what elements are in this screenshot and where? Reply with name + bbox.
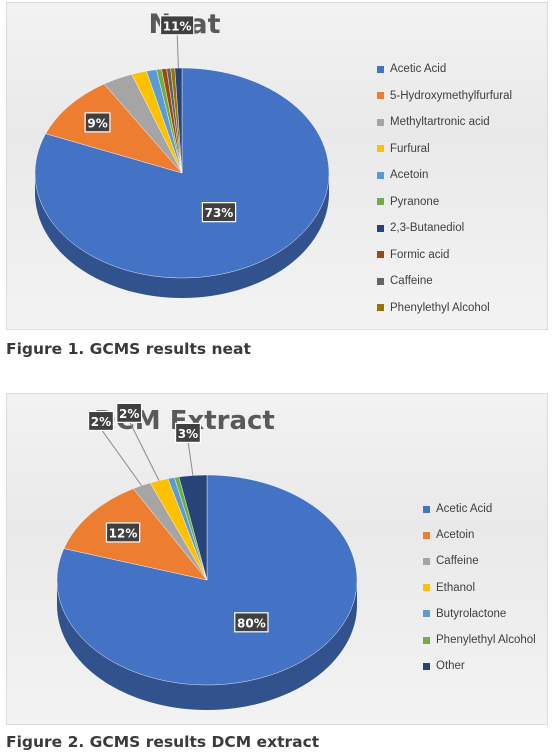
data-label-text: 73% [205, 206, 234, 220]
legend-swatch [377, 92, 384, 100]
leader-line-other [187, 440, 194, 476]
legend-swatch [423, 636, 430, 644]
legend-swatch [377, 171, 384, 179]
legend-swatch [377, 118, 384, 126]
legend-swatch [377, 277, 384, 285]
legend-item-5-hydroxymethylfurfural: 5-Hydroxymethylfurfural [377, 83, 512, 110]
data-label-5-hydroxymethylfurfural: 9% [84, 112, 111, 133]
legend-label: Butyrolactone [436, 607, 507, 620]
legend-label: Acetoin [436, 529, 475, 542]
legend-item-methyltartronic-acid: Methyltartronic acid [377, 109, 512, 136]
pie-side-acetic-acid [57, 580, 357, 710]
legend-swatch [377, 198, 384, 206]
data-label-acetic-acid: 73% [201, 202, 237, 223]
data-label-2-3-butanediol: 11% [159, 15, 195, 36]
data-label-acetoin: 12% [105, 522, 141, 543]
legend-item-butyrolactone: Butyrolactone [423, 601, 536, 627]
legend-item-2-3-butanediol: 2,3-Butanediol [377, 215, 512, 242]
data-label-text: 11% [163, 19, 192, 33]
pie-chart-dcm-extract: 80% 12% 2% 2% 3% [56, 402, 358, 710]
data-labels: 80% 12% 2% 2% 3% [87, 402, 269, 633]
legend-label: Ethanol [436, 581, 476, 594]
pie-side-acetic-acid [35, 173, 329, 298]
legend-item-acetic-acid: Acetic Acid [423, 496, 536, 522]
pie-slice-5-hydroxymethylfurfural [45, 83, 183, 174]
legend-swatch [377, 145, 384, 153]
legend-label: Pyranone [390, 195, 440, 208]
legend-label: Phenylethyl Alcohol [390, 301, 490, 314]
legend-label: Furfural [390, 142, 430, 155]
chart-legend: Acetic Acid 5-Hydroxymethylfurfural Methyl… [377, 56, 512, 321]
legend-item-pyranone: Pyranone [377, 189, 512, 216]
legend-label: Caffeine [390, 275, 433, 288]
legend-label: Phenylethyl Alcohol [436, 634, 536, 647]
leader-line-2-3-butanediol [176, 33, 179, 69]
data-label-ethanol: 2% [116, 402, 143, 423]
legend-item-caffeine: Caffeine [377, 268, 512, 295]
data-label-caffeine: 2% [87, 410, 114, 432]
data-label-text: 80% [237, 616, 266, 630]
data-label-other: 3% [174, 422, 201, 443]
legend-item-furfural: Furfural [377, 136, 512, 163]
legend-label: Caffeine [436, 555, 479, 568]
data-label-text: 2% [119, 407, 139, 421]
data-label-text: 3% [178, 427, 198, 441]
leader-line-caffeine [100, 428, 142, 486]
data-label-text: 2% [91, 415, 111, 429]
chart-panel-dcm-extract: DCM Extract 80% 12% 2% 2% 3% Acetic Acid Acet… [6, 393, 548, 725]
legend-label: Acetic Acid [390, 63, 447, 76]
data-label-acetic-acid: 80% [234, 612, 269, 633]
legend-label: 2,3-Butanediol [390, 222, 465, 235]
legend-label: Acetic Acid [436, 503, 493, 516]
legend-item-acetoin: Acetoin [377, 162, 512, 189]
legend-swatch [423, 557, 430, 565]
data-label-text: 12% [109, 526, 138, 540]
chart-legend: Acetic Acid Acetoin Caffeine Ethanol Butyrol… [423, 496, 536, 679]
legend-label: Acetoin [390, 169, 429, 182]
legend-item-formic-acid: Formic acid [377, 242, 512, 269]
legend-item-ethanol: Ethanol [423, 575, 536, 601]
legend-swatch [423, 505, 430, 513]
leader-line-ethanol [128, 420, 160, 481]
chart-panel-neat: Neat 73%9%11% Acetic Acid5-Hydroxymethyl… [6, 2, 548, 330]
legend-swatch [423, 531, 430, 539]
legend-swatch [377, 251, 384, 259]
pie-slices [34, 67, 330, 279]
legend-label: Other [436, 660, 465, 673]
legend-swatch [423, 662, 430, 670]
legend-swatch [423, 584, 430, 592]
data-label-text: 9% [87, 116, 107, 130]
figure-caption: Figure 1. GCMS results neat [6, 340, 251, 358]
legend-swatch [377, 65, 384, 73]
legend-swatch [377, 304, 384, 312]
pie-slice-2-3-butanediol [174, 67, 183, 174]
legend-item-phenylethyl-alcohol: Phenylethyl Alcohol [377, 295, 512, 322]
legend-item-caffeine: Caffeine [423, 548, 536, 574]
legend-item-other: Other [423, 653, 536, 679]
legend-item-phenylethyl-alcohol: Phenylethyl Alcohol [423, 627, 536, 653]
data-labels: 73% 9% 11% [84, 15, 237, 223]
legend-item-acetic-acid: Acetic Acid [377, 56, 512, 83]
legend-label: Methyltartronic acid [390, 116, 490, 129]
pie-slices [56, 474, 358, 686]
figure-caption: Figure 2. GCMS results DCM extract [6, 733, 320, 751]
legend-item-acetoin: Acetoin [423, 522, 536, 548]
legend-label: 5-Hydroxymethylfurfural [390, 89, 513, 102]
pie-side-walls [35, 173, 329, 298]
legend-swatch [423, 610, 430, 618]
legend-label: Formic acid [390, 248, 450, 261]
legend-swatch [377, 224, 384, 232]
pie-chart-neat: 73% 9% 11% [34, 15, 330, 298]
pie-side-walls [57, 580, 357, 710]
